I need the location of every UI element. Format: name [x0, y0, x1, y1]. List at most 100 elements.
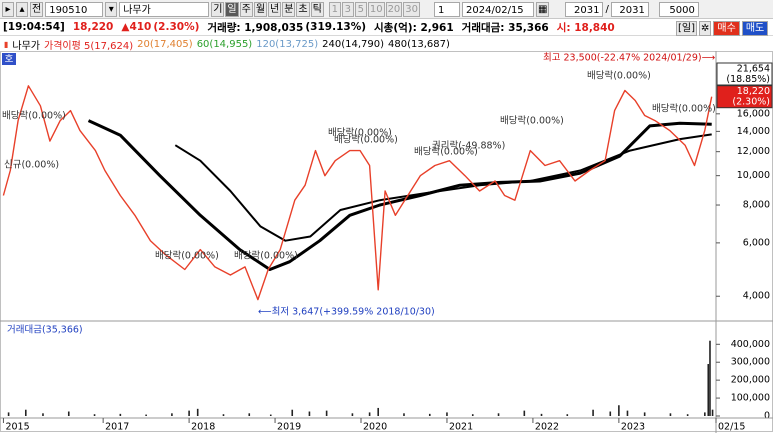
y-tick-label: 100,000 — [731, 393, 770, 404]
annotation: 배당락(0.00%) — [334, 134, 398, 146]
minute-button[interactable]: 3 — [341, 1, 354, 17]
period-button[interactable]: 년 — [268, 1, 282, 17]
y-tick-label: 6,000 — [743, 237, 770, 248]
zoom-input[interactable]: 5000 — [658, 1, 699, 17]
price-box-change: (18.85%) — [726, 74, 770, 85]
price-line — [2, 85, 713, 301]
volume-bar — [618, 405, 620, 416]
stock-name: 나무가 — [119, 1, 210, 17]
price: 18,220 — [72, 21, 114, 33]
volume-bar — [540, 413, 543, 416]
nav-button[interactable]: ▴ — [16, 1, 28, 17]
annotation: 권리락(-49.88%) — [432, 140, 505, 152]
calendar-button[interactable]: ▦ — [536, 1, 550, 17]
market-cap: 시총(억): 2,961 — [374, 21, 454, 34]
trade-value: 거래대금: 35,366 — [461, 21, 549, 34]
open: 시: 18,840 — [556, 21, 615, 34]
search-button[interactable]: ▾ — [105, 1, 118, 17]
price-box-label: 18,220 — [737, 86, 770, 97]
volume-bar — [669, 413, 672, 416]
legend-entry: 240(14,790) — [322, 38, 384, 50]
legend-entry: 120(13,725) — [256, 38, 319, 50]
minute-button[interactable]: 5 — [354, 1, 367, 17]
period-button[interactable]: 기 — [211, 1, 225, 17]
x-tick-label: 2018 — [191, 422, 215, 433]
volume-bar — [196, 408, 199, 416]
period-button[interactable]: 분 — [282, 1, 296, 17]
annotation: 배당락(0.00%) — [234, 250, 298, 262]
volume-pct: (319.13%) — [305, 21, 367, 33]
volume-bar — [709, 340, 711, 416]
x-tick-label: 2022 — [535, 422, 559, 433]
annotation: ⟵최저 3,647(+399.59% 2018/10/30) — [258, 307, 435, 318]
count-input[interactable]: 1 — [434, 1, 461, 17]
volume-bar — [291, 409, 294, 416]
minute-button[interactable]: 1 — [328, 1, 341, 17]
volume-bar — [7, 412, 10, 416]
annotation: 배당락(0.00%) — [652, 103, 716, 115]
settings-button[interactable]: ✲ — [699, 20, 712, 36]
y-tick-label: 10,000 — [737, 170, 770, 181]
volume-bar — [446, 412, 448, 416]
volume-bar — [704, 412, 706, 416]
y-tick-label: 12,000 — [737, 146, 770, 157]
x-tick-label: 2015 — [5, 422, 29, 433]
date-input[interactable]: 2024/02/15 — [462, 1, 535, 17]
volume-bar — [24, 409, 27, 416]
price-line — [87, 119, 712, 271]
annotation: 최고 23,500(-22.47% 2024/01/29)⟶ — [543, 53, 716, 64]
prev-button[interactable]: 전 — [30, 1, 44, 17]
volume-bar — [566, 414, 569, 416]
volume-title: 거래대금(35,366) — [7, 325, 83, 336]
volume-bar — [471, 414, 474, 416]
minute-button[interactable]: 10 — [367, 1, 385, 17]
volume-bar — [119, 413, 122, 416]
volume-bar — [171, 413, 173, 416]
y-tick-label: 14,000 — [737, 126, 770, 137]
code-input[interactable]: 190510 — [45, 1, 104, 17]
legend-entry: 60(14,955) — [196, 38, 253, 50]
volume-bar — [93, 414, 96, 416]
legend-entry: 20(17,405) — [137, 38, 193, 50]
volume-bar — [592, 409, 594, 416]
nav-button[interactable]: ▸ — [2, 1, 14, 17]
volume-bar — [497, 413, 500, 416]
change: ▲410 — [121, 21, 152, 33]
period-button[interactable]: 월 — [253, 1, 268, 17]
minute-group: 1 3 5 10 20 30 — [328, 1, 421, 17]
range-to[interactable]: 2031 — [610, 1, 649, 17]
x-tick-label: 2019 — [277, 422, 301, 433]
buy-button[interactable]: 매수 — [713, 20, 740, 36]
side-buttons: [일] ✲ 매수 매도 — [676, 20, 769, 36]
minute-button[interactable]: 30 — [403, 1, 421, 17]
annotation: 배당락(0.00%) — [414, 146, 478, 158]
info-bar: [19:04:54] 18,220 ▲410 (2.30%) 거래량: 1,90… — [0, 19, 773, 36]
chart: 호 4,000 6,000 8,000 10,000 12,000 14,000 16,000… — [0, 51, 773, 433]
range-separator: / — [605, 3, 609, 15]
volume-bar — [711, 409, 714, 416]
volume-bar — [325, 410, 328, 416]
y-tick-label: 0 — [764, 411, 770, 422]
volume-bar — [377, 407, 379, 416]
range-from[interactable]: 2031 — [565, 1, 604, 17]
period-button[interactable]: 초 — [296, 1, 310, 17]
period-button[interactable]: 틱 — [310, 1, 324, 17]
legend-entry: 480(13,687) — [388, 38, 450, 50]
change-pct: (2.30%) — [153, 21, 200, 33]
x-tick-label: 2021 — [449, 422, 473, 433]
volume-bar — [643, 412, 646, 416]
annotation: 배당락(0.00%) — [2, 110, 66, 122]
x-tick-label: 2020 — [363, 422, 387, 433]
period-button[interactable]: 주 — [239, 1, 253, 17]
volume-bar — [351, 413, 354, 416]
volume-bar — [222, 414, 225, 416]
sell-button[interactable]: 매도 — [741, 20, 769, 36]
x-tick-label: 2023 — [621, 422, 645, 433]
volume-bar — [42, 413, 44, 416]
x-tick-label: 2017 — [105, 422, 129, 433]
minute-button[interactable]: 20 — [385, 1, 403, 17]
badge-box — [2, 53, 16, 65]
period-button[interactable]: 일 — [225, 1, 239, 17]
